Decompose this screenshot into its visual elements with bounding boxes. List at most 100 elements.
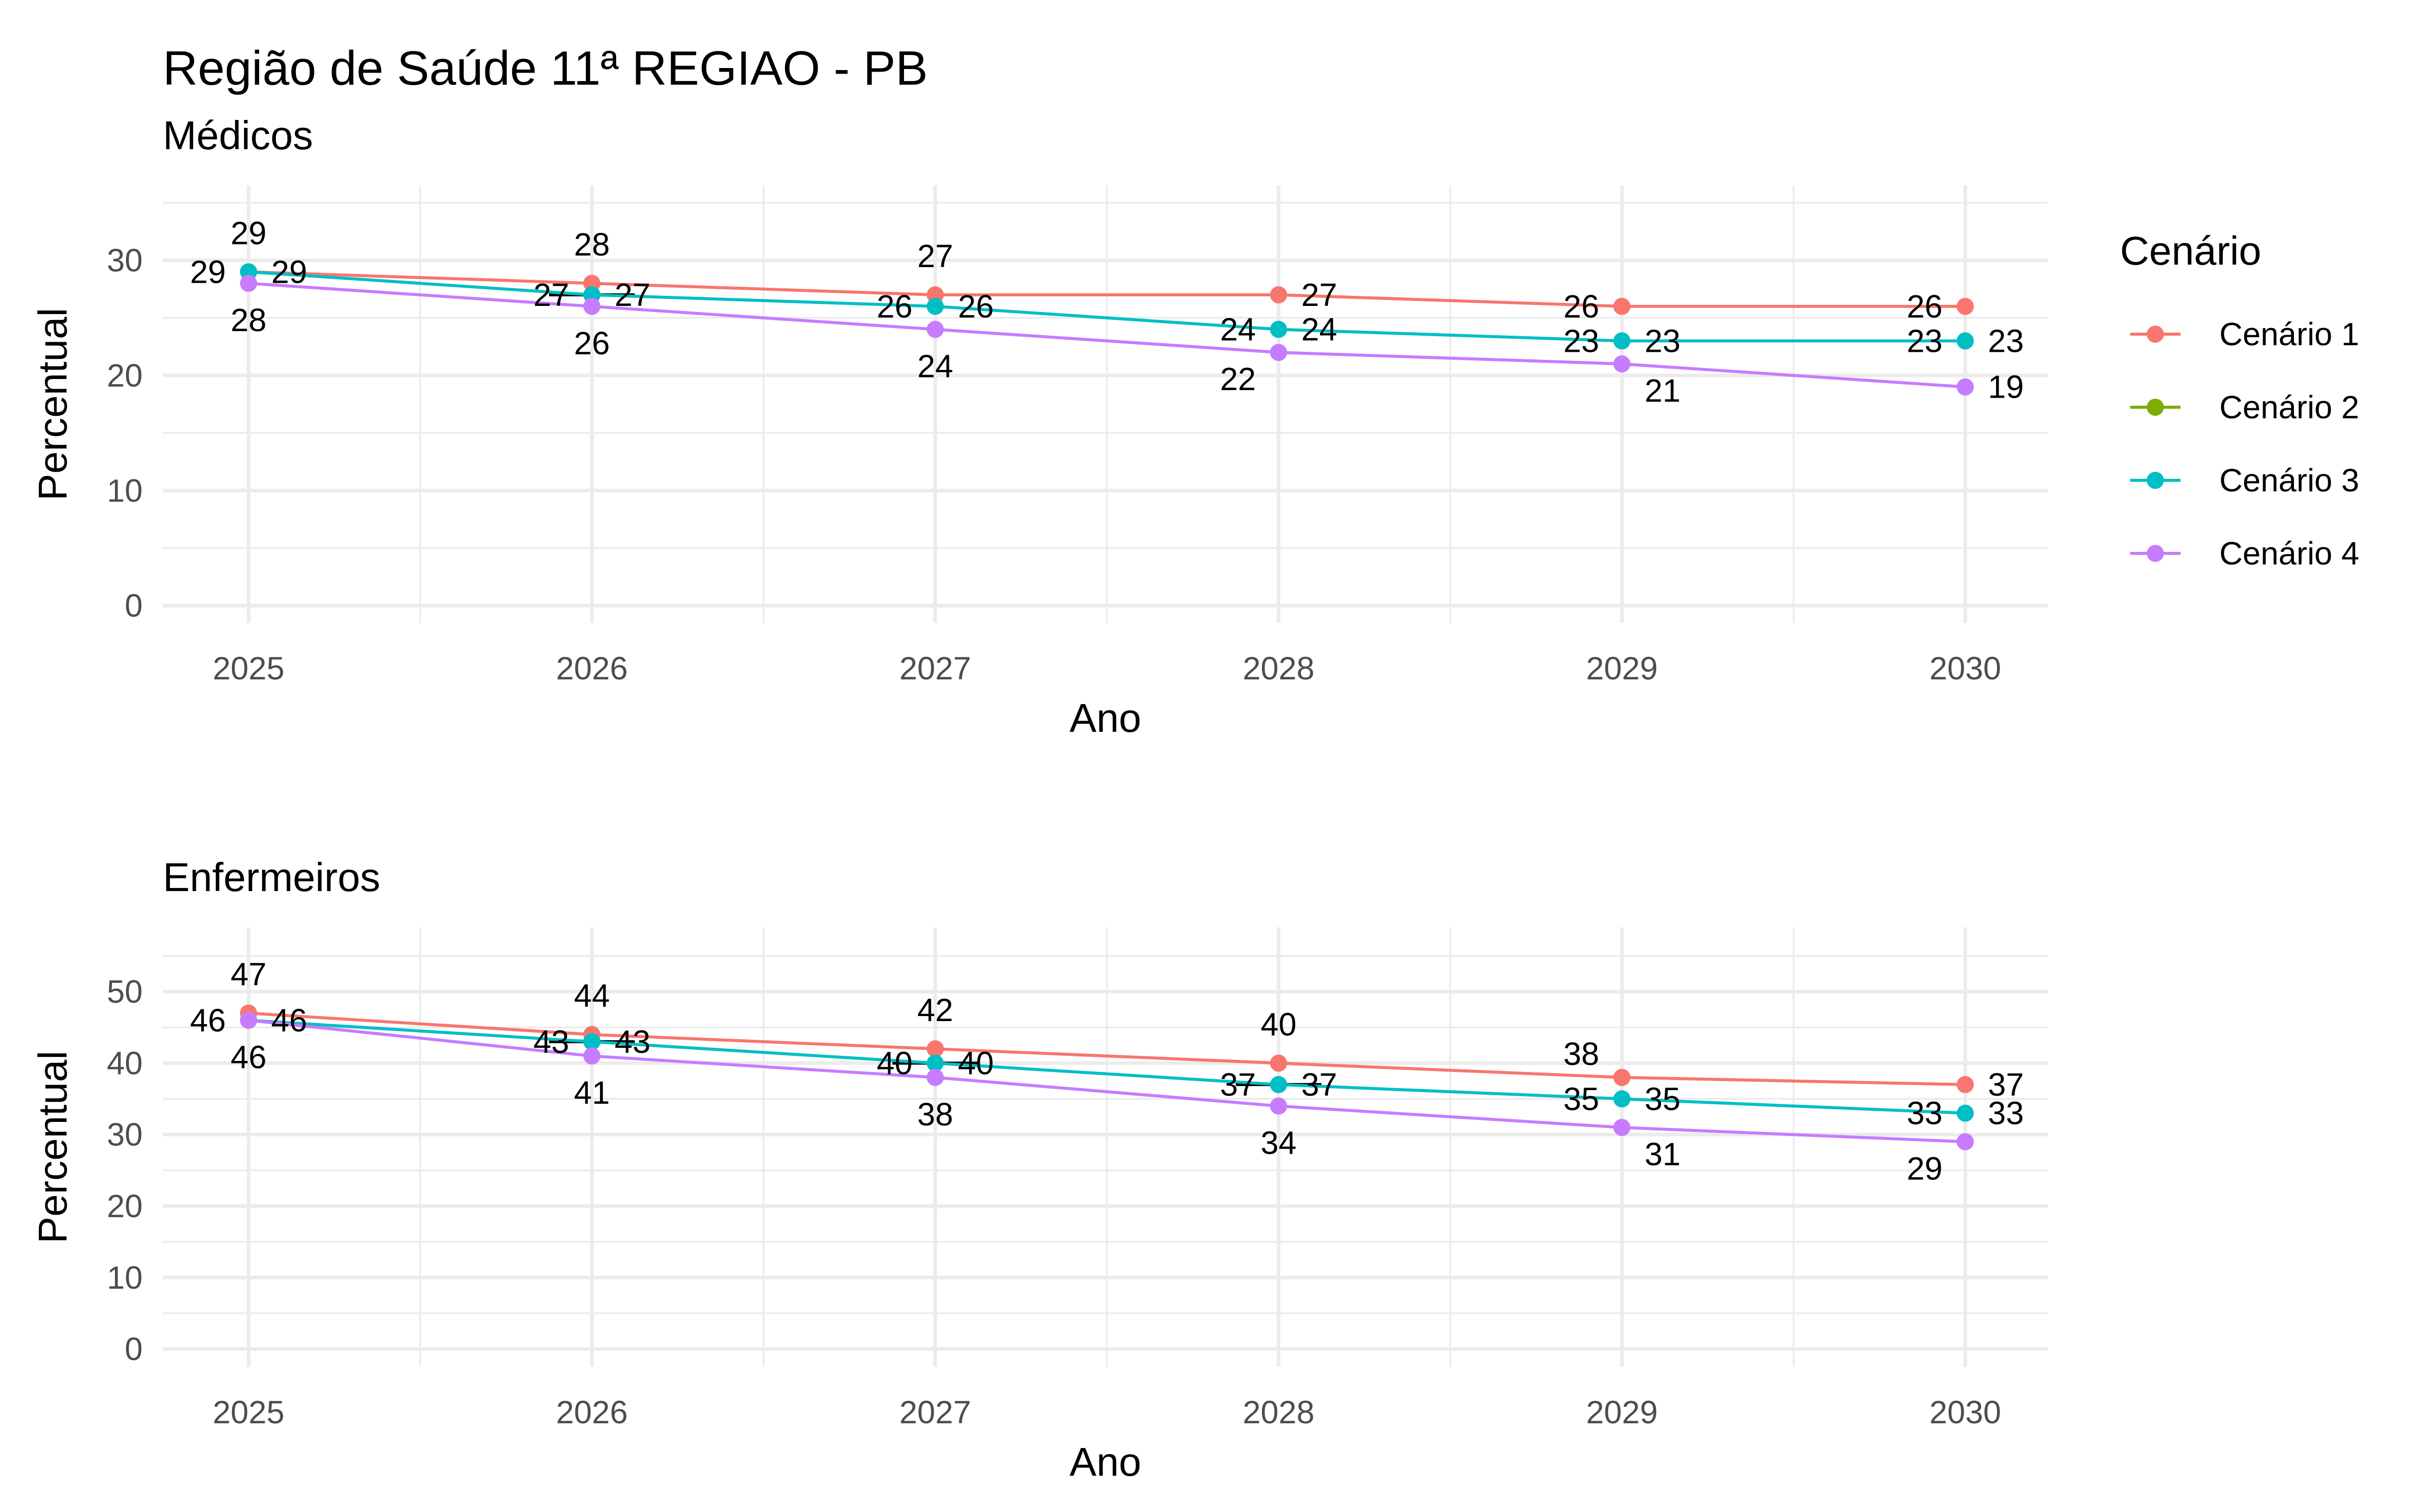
- data-label: 38: [917, 1096, 953, 1132]
- legend-label: Cenário 1: [2219, 316, 2360, 352]
- data-label: 40: [877, 1045, 913, 1081]
- data-label: 35: [1645, 1081, 1680, 1117]
- data-label: 28: [230, 302, 266, 338]
- data-label: 29: [1907, 1150, 1943, 1186]
- gridlines: [163, 185, 2048, 623]
- y-tick-label: 0: [125, 588, 143, 624]
- data-point: [1270, 321, 1287, 338]
- x-tick-label: 2028: [1243, 650, 1314, 686]
- data-label: 33: [1988, 1095, 2024, 1131]
- y-tick-label: 20: [107, 1188, 143, 1224]
- legend-item: Cenário 2: [2130, 389, 2360, 425]
- data-label: 37: [1220, 1066, 1256, 1103]
- legend-title: Cenário: [2120, 228, 2261, 273]
- data-point: [583, 1033, 600, 1050]
- data-point: [240, 1012, 257, 1029]
- chart-subtitle: Médicos: [163, 113, 313, 158]
- data-point: [927, 297, 944, 315]
- data-label: 34: [1260, 1124, 1296, 1161]
- legend-item: Cenário 3: [2130, 462, 2360, 498]
- data-label: 42: [917, 992, 953, 1028]
- data-label: 19: [1988, 369, 2024, 405]
- x-axis-title: Ano: [1069, 696, 1141, 740]
- data-point: [583, 1047, 600, 1065]
- x-tick-label: 2027: [899, 1394, 971, 1430]
- series-cenario-4: [240, 275, 1974, 396]
- data-point: [240, 275, 257, 292]
- data-label: 29: [271, 254, 307, 290]
- data-label: 47: [230, 956, 266, 992]
- x-tick-label: 2030: [1929, 1394, 2001, 1430]
- data-label: 46: [190, 1002, 226, 1038]
- legend-key-point: [2147, 472, 2164, 489]
- legend-label: Cenário 4: [2219, 535, 2360, 572]
- data-label: 43: [533, 1024, 569, 1060]
- x-tick-label: 2025: [213, 1394, 284, 1430]
- data-point: [1613, 1068, 1630, 1086]
- data-label: 37: [1988, 1066, 2024, 1103]
- data-point: [1270, 286, 1287, 303]
- data-point: [927, 1068, 944, 1086]
- legend-item: Cenário 4: [2130, 535, 2360, 572]
- data-label: 40: [1260, 1006, 1296, 1042]
- data-label: 37: [1301, 1066, 1337, 1103]
- data-point: [1957, 1104, 1974, 1122]
- series-line: [248, 1012, 1966, 1086]
- data-label: 31: [1645, 1136, 1680, 1172]
- x-axis-title: Ano: [1069, 1439, 1141, 1484]
- data-label: 41: [574, 1075, 610, 1111]
- data-point: [1957, 1133, 1974, 1151]
- legend-key-point: [2147, 326, 2164, 343]
- data-point: [583, 297, 600, 315]
- legend-label: Cenário 3: [2219, 462, 2360, 498]
- data-label: 44: [574, 978, 610, 1014]
- data-label: 27: [615, 277, 650, 313]
- x-tick-label: 2026: [556, 1394, 628, 1430]
- x-tick-label: 2028: [1243, 1394, 1314, 1430]
- data-label: 22: [1220, 361, 1256, 397]
- data-point: [1270, 344, 1287, 361]
- data-label: 33: [1907, 1095, 1943, 1131]
- x-tick-label: 2027: [899, 650, 971, 686]
- series-cenario-4: [240, 1012, 1974, 1151]
- data-point: [1957, 297, 1974, 315]
- data-label: 24: [1301, 311, 1337, 348]
- chart-subtitle: Enfermeiros: [163, 855, 380, 900]
- data-label: 29: [230, 215, 266, 251]
- data-label: 28: [574, 226, 610, 263]
- series-line: [248, 270, 1965, 308]
- data-label: 26: [1563, 288, 1599, 325]
- data-point: [1270, 1076, 1287, 1093]
- x-tick-label: 2030: [1929, 650, 2001, 686]
- data-point: [1613, 332, 1630, 350]
- data-point: [1613, 355, 1630, 373]
- legend-label: Cenário 2: [2219, 389, 2360, 425]
- y-tick-label: 10: [107, 1259, 143, 1296]
- x-tick-label: 2029: [1586, 650, 1658, 686]
- legend-key-point: [2147, 545, 2164, 562]
- x-tick-label: 2025: [213, 650, 284, 686]
- y-tick-label: 30: [107, 1116, 143, 1153]
- data-point: [927, 1054, 944, 1072]
- data-label: 40: [958, 1045, 994, 1081]
- data-label: 23: [1907, 323, 1943, 359]
- x-tick-label: 2026: [556, 650, 628, 686]
- data-label: 26: [877, 288, 913, 325]
- data-point: [1613, 1090, 1630, 1108]
- data-label: 27: [917, 238, 953, 274]
- y-axis-title: Percentual: [30, 1051, 75, 1243]
- series-line: [248, 1019, 1966, 1144]
- data-label: 24: [1220, 311, 1256, 348]
- data-label: 29: [190, 254, 226, 290]
- data-label: 38: [1563, 1036, 1599, 1072]
- gridlines: [163, 927, 2048, 1367]
- legend-item: Cenário 1: [2130, 316, 2360, 352]
- legend-key-point: [2147, 399, 2164, 416]
- y-tick-label: 30: [107, 242, 143, 278]
- series-line: [248, 270, 1965, 343]
- data-label: 43: [615, 1024, 650, 1060]
